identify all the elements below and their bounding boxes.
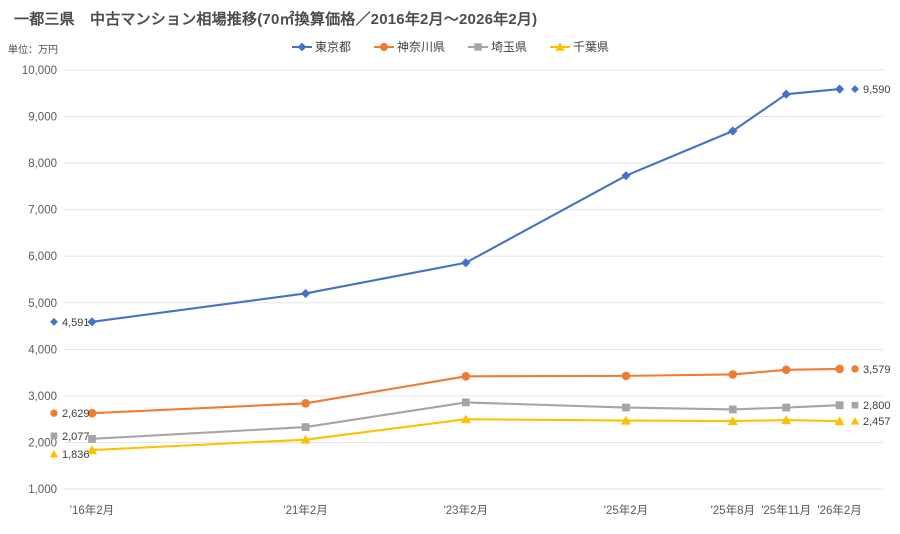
triangle-data-point-icon <box>781 415 792 425</box>
triangle-data-point-icon <box>727 416 738 426</box>
first-value-label-kanagawa: 2,629 <box>62 408 90 420</box>
y-tick-label: 8,000 <box>28 158 57 170</box>
series-kanagawa: 2,629 3,579 <box>50 364 891 420</box>
square-data-point-icon <box>728 405 737 414</box>
legend-label-chiba: 千葉県 <box>573 40 610 54</box>
series-tokyo: 4,591 9,590 <box>50 84 891 329</box>
square-data-point-icon <box>301 423 310 431</box>
diamond-legend-marker-icon <box>291 42 312 51</box>
triangle-data-point-icon <box>87 445 97 455</box>
circle-label-marker-icon <box>851 365 859 373</box>
legend: 東京都 神奈川県 埼玉県 千葉県 <box>0 38 900 55</box>
gridlines <box>64 69 883 490</box>
x-tick-label: '23年2月 <box>444 503 488 517</box>
series-line-tokyo <box>91 88 840 323</box>
triangle-data-point-icon <box>460 414 471 424</box>
circle-data-point-icon <box>621 371 631 381</box>
circle-data-point-icon <box>461 372 471 381</box>
triangle-data-point-icon <box>834 416 845 426</box>
diamond-data-point-icon <box>461 258 471 268</box>
square-data-point-icon <box>782 403 791 412</box>
y-tick-label: 5,000 <box>28 298 57 310</box>
y-axis-unit-label: 単位：万円 <box>8 45 58 56</box>
triangle-legend-marker-icon <box>550 41 571 51</box>
y-tick-label: 9,000 <box>28 112 57 124</box>
square-data-point-icon <box>622 403 630 412</box>
y-tick-label: 3,000 <box>28 391 57 403</box>
circle-data-point-icon <box>835 364 844 374</box>
chart-title: 一都三県 中古マンション相場推移(70㎡換算価格／2016年2月～2026年2月… <box>14 11 538 28</box>
legend-item-tokyo[interactable]: 東京都 <box>291 38 351 55</box>
square-marker-icon <box>474 42 482 51</box>
circle-data-point-icon <box>781 365 791 375</box>
first-value-label-saitama: 2,077 <box>62 431 90 443</box>
series-chiba: 1,836 2,457 <box>49 414 891 461</box>
diamond-data-point-icon <box>87 317 97 327</box>
square-legend-marker-icon <box>468 42 488 51</box>
x-tick-label: '26年2月 <box>817 503 861 517</box>
x-tick-label: '25年2月 <box>604 503 648 517</box>
x-tick-label: '25年11月 <box>761 503 811 517</box>
square-label-marker-icon <box>851 401 859 409</box>
y-tick-label: 1,000 <box>28 484 57 496</box>
circle-label-marker-icon <box>50 409 58 417</box>
square-label-marker-icon <box>50 432 58 440</box>
last-value-label-kanagawa: 3,579 <box>863 364 891 376</box>
diamond-data-point-icon <box>781 89 791 99</box>
diamond-data-point-icon <box>621 171 631 181</box>
circle-legend-marker-icon <box>373 42 394 51</box>
legend-label-tokyo: 東京都 <box>314 40 351 54</box>
diamond-label-marker-icon <box>851 85 859 93</box>
y-axis-tick-labels: 1,000 2,000 3,000 4,000 5,000 6,000 7,000 8,000… <box>22 65 57 496</box>
legend-label-kanagawa: 神奈川県 <box>396 40 445 54</box>
y-tick-label: 4,000 <box>28 344 57 356</box>
series-line-chiba <box>91 418 840 452</box>
circle-marker-icon <box>379 42 389 51</box>
y-tick-label: 6,000 <box>28 251 57 263</box>
square-data-point-icon <box>88 434 96 443</box>
y-tick-label: 2,000 <box>28 437 57 449</box>
triangle-data-point-icon <box>300 434 311 444</box>
legend-item-chiba[interactable]: 千葉県 <box>549 38 609 55</box>
diamond-data-point-icon <box>835 84 845 94</box>
x-axis-tick-labels: '16年2月 '21年2月 '23年2月 '25年2月 '25年8月 '25年11月 '26… <box>70 503 862 517</box>
square-data-point-icon <box>461 398 470 407</box>
triangle-marker-icon <box>555 41 565 51</box>
last-value-label-tokyo: 9,590 <box>863 84 891 96</box>
square-data-point-icon <box>835 401 844 410</box>
diamond-marker-icon <box>297 42 307 51</box>
x-tick-label: '16年2月 <box>70 503 114 517</box>
legend-item-saitama[interactable]: 埼玉県 <box>467 38 527 55</box>
diamond-label-marker-icon <box>50 317 58 326</box>
circle-data-point-icon <box>87 408 97 418</box>
last-value-label-chiba: 2,457 <box>863 416 891 428</box>
first-value-label-chiba: 1,836 <box>62 449 90 461</box>
first-value-label-tokyo: 4,591 <box>62 317 90 329</box>
series-saitama: 2,077 2,800 <box>50 398 891 443</box>
last-value-label-saitama: 2,800 <box>863 400 891 412</box>
x-tick-label: '21年2月 <box>283 503 327 517</box>
diamond-data-point-icon <box>728 126 738 136</box>
triangle-label-marker-icon <box>850 417 860 425</box>
legend-label-saitama: 埼玉県 <box>491 40 528 54</box>
diamond-data-point-icon <box>301 288 311 299</box>
x-tick-label: '25年8月 <box>711 503 755 517</box>
circle-data-point-icon <box>728 370 738 379</box>
y-tick-label: 7,000 <box>28 205 57 217</box>
y-tick-label: 10,000 <box>22 65 57 77</box>
triangle-label-marker-icon <box>49 449 59 458</box>
legend-item-kanagawa[interactable]: 神奈川県 <box>373 38 445 55</box>
triangle-data-point-icon <box>621 415 631 425</box>
circle-data-point-icon <box>301 399 310 408</box>
